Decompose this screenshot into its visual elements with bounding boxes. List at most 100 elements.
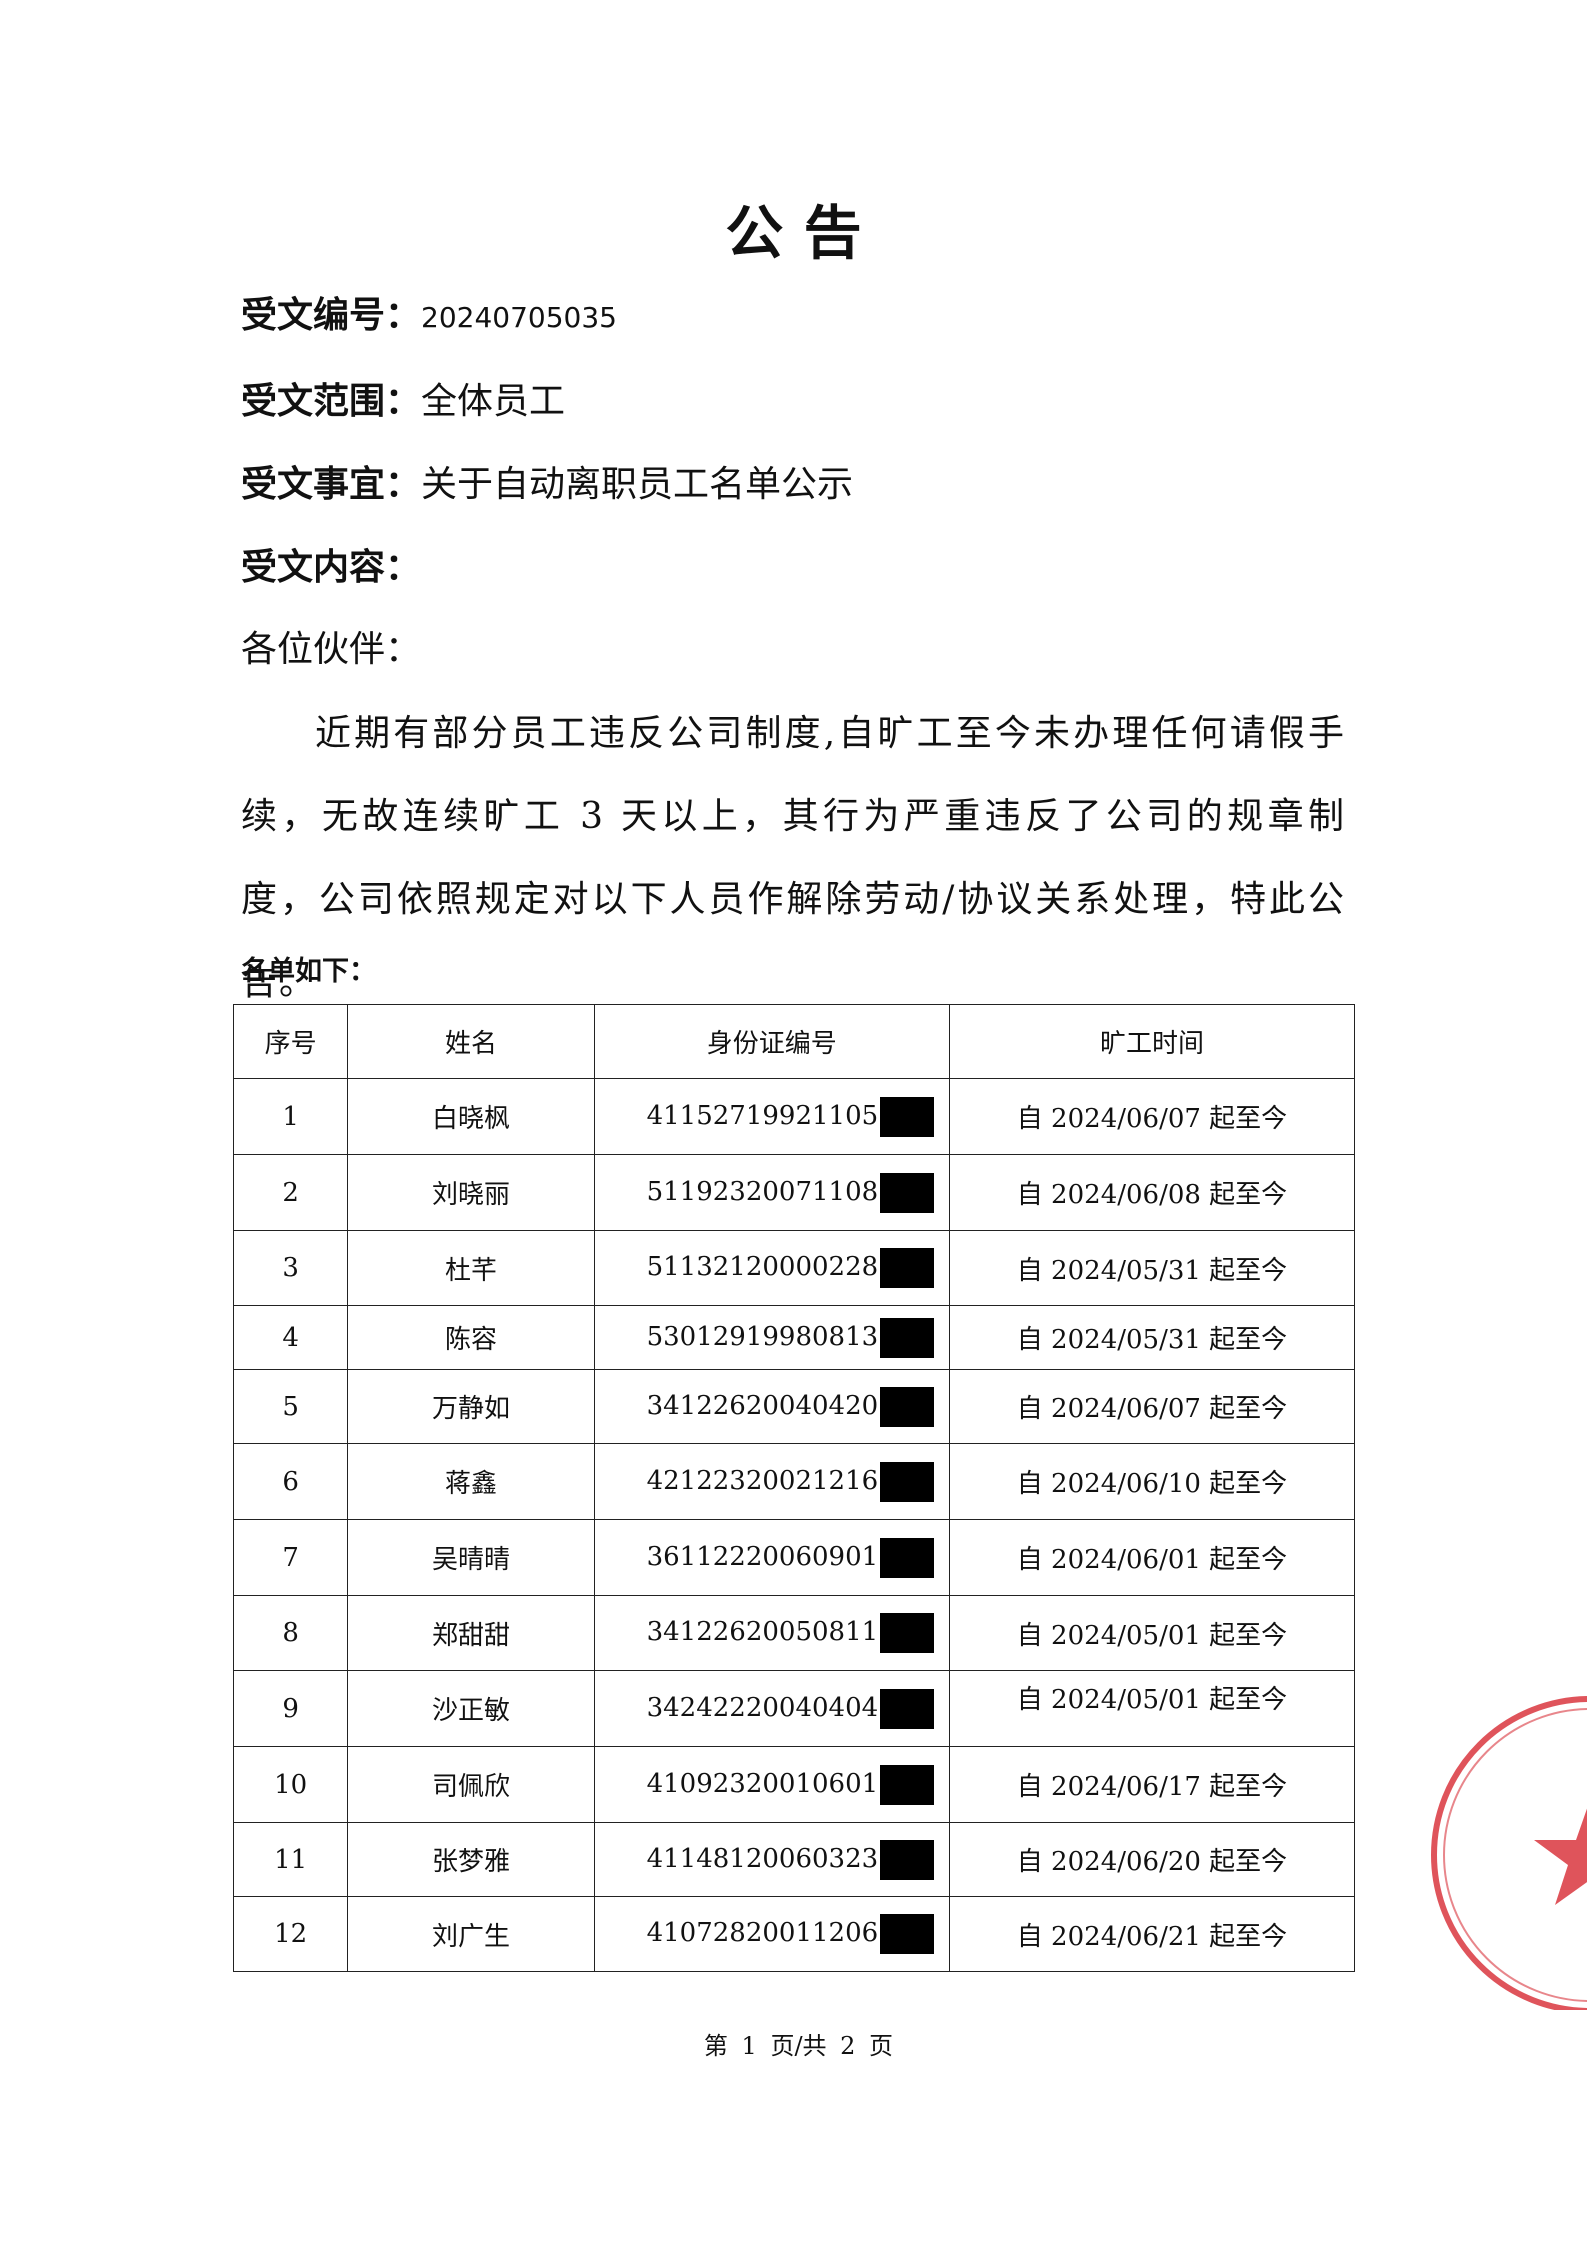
id-number: 41092320010601 bbox=[646, 1768, 879, 1799]
cell-text: 张梦雅 bbox=[431, 1847, 510, 1877]
cell: 9 bbox=[232, 1670, 349, 1747]
cell: 41092320010601 bbox=[593, 1746, 951, 1823]
cell-text: 白晓枫 bbox=[431, 1104, 510, 1134]
cell: 自 2024/06/17 起至今 bbox=[949, 1746, 1355, 1823]
redaction bbox=[880, 1096, 935, 1137]
cell-text: 沙正敏 bbox=[431, 1696, 510, 1726]
field: 受文事宜：关于自动离职员工名单公示 bbox=[241, 462, 853, 507]
cell-text: 自 2024/06/17 起至今 bbox=[1016, 1772, 1288, 1802]
field-value: 关于自动离职员工名单公示 bbox=[421, 464, 854, 505]
redaction bbox=[880, 1688, 935, 1729]
id-number: 34242220040404 bbox=[646, 1692, 879, 1723]
id-number: 51132120000228 bbox=[646, 1252, 879, 1282]
id-number: 34122620040420 bbox=[646, 1390, 879, 1421]
id-number: 36112220060901 bbox=[646, 1541, 879, 1572]
cell-text: 2 bbox=[282, 1177, 299, 1208]
cell-text: 自 2024/06/08 起至今 bbox=[1016, 1180, 1288, 1210]
cell-text: 8 bbox=[282, 1618, 299, 1648]
cell: 刘晓丽 bbox=[347, 1154, 595, 1231]
cell: 自 2024/05/31 起至今 bbox=[949, 1230, 1355, 1306]
cell: 张梦雅 bbox=[347, 1822, 595, 1897]
field: 受文编号：20240705035 bbox=[241, 293, 617, 340]
redaction bbox=[880, 1172, 935, 1213]
header-cell: 旷工时间 bbox=[949, 1004, 1355, 1079]
table: 序号 姓名 身份证编号 旷工时间 1 白晓枫 41152719921105 自 2024/06… bbox=[232, 1004, 1355, 1972]
cell-text: 万静如 bbox=[431, 1394, 510, 1424]
cell: 7 bbox=[232, 1519, 349, 1596]
field: 受文内容： bbox=[241, 545, 421, 590]
id-number: 42122320021216 bbox=[646, 1465, 879, 1496]
row: 6 蒋鑫 42122320021216 自 2024/06/10 起至今 bbox=[232, 1443, 1355, 1520]
header-cell: 序号 bbox=[232, 1004, 349, 1079]
cell: 5 bbox=[232, 1369, 349, 1444]
cell: 吴晴晴 bbox=[347, 1519, 595, 1596]
cell-text: 司佩欣 bbox=[431, 1772, 510, 1802]
cell: 51192320071108 bbox=[593, 1154, 951, 1231]
cell: 自 2024/05/01 起至今 bbox=[949, 1670, 1355, 1747]
cell-text: 自 2024/05/01 起至今 bbox=[1016, 1620, 1288, 1651]
stamp bbox=[1431, 1696, 1587, 2010]
redaction bbox=[880, 1839, 935, 1880]
list-heading: 名单如下： bbox=[241, 956, 376, 987]
redaction bbox=[880, 1248, 935, 1288]
cell: 34122620040420 bbox=[593, 1369, 951, 1444]
cell: 自 2024/06/07 起至今 bbox=[949, 1078, 1355, 1155]
row: 3 杜芊 51132120000228 自 2024/05/31 起至今 bbox=[232, 1230, 1355, 1306]
redaction bbox=[880, 1914, 935, 1954]
cell-text: 自 2024/06/07 起至今 bbox=[1016, 1104, 1288, 1134]
field: 受文范围：全体员工 bbox=[241, 379, 565, 424]
cell: 蒋鑫 bbox=[347, 1443, 595, 1520]
cell: 51132120000228 bbox=[593, 1230, 951, 1306]
id-number: 34122620050811 bbox=[646, 1617, 879, 1647]
row: 7 吴晴晴 36112220060901 自 2024/06/01 起至今 bbox=[232, 1519, 1355, 1596]
cell-text: 6 bbox=[282, 1466, 299, 1497]
cell: 41072820011206 bbox=[593, 1896, 951, 1972]
redaction bbox=[880, 1537, 935, 1578]
cell: 41148120060323 bbox=[593, 1822, 951, 1897]
redaction bbox=[880, 1461, 935, 1502]
redaction bbox=[880, 1764, 935, 1805]
cell: 自 2024/05/01 起至今 bbox=[949, 1595, 1355, 1671]
cell-text: 3 bbox=[282, 1253, 299, 1283]
field-label: 受文编号： bbox=[241, 294, 422, 336]
cell: 自 2024/06/10 起至今 bbox=[949, 1443, 1355, 1520]
id-number: 53012919980813 bbox=[646, 1321, 879, 1352]
cell-text: 自 2024/06/21 起至今 bbox=[1016, 1921, 1288, 1952]
cell-text: 自 2024/05/31 起至今 bbox=[1016, 1325, 1288, 1355]
cell: 8 bbox=[232, 1595, 349, 1671]
redaction bbox=[880, 1386, 935, 1427]
cell: 司佩欣 bbox=[347, 1746, 595, 1823]
cell: 3 bbox=[232, 1230, 349, 1306]
id-number: 41152719921105 bbox=[646, 1100, 879, 1131]
cell: 自 2024/05/31 起至今 bbox=[949, 1305, 1355, 1370]
cell-text: 杜芊 bbox=[444, 1255, 497, 1286]
body-text: 近期有部分员工违反公司制度,自旷工至今未办理任何请假手续，无故连续旷工 3 天以… bbox=[241, 713, 1346, 1003]
cell-text: 9 bbox=[282, 1693, 299, 1724]
cell: 1 bbox=[232, 1078, 349, 1155]
cell-text: 12 bbox=[274, 1919, 308, 1949]
cell: 4 bbox=[232, 1305, 349, 1370]
field-value: 全体员工 bbox=[421, 381, 566, 422]
redaction bbox=[880, 1613, 935, 1653]
row: 1 白晓枫 41152719921105 自 2024/06/07 起至今 bbox=[232, 1078, 1355, 1155]
cell-text: 自 2024/06/10 起至今 bbox=[1016, 1469, 1288, 1499]
cell: 36112220060901 bbox=[593, 1519, 951, 1596]
greeting: 各位伙伴： bbox=[241, 629, 422, 670]
field-label: 受文事宜： bbox=[241, 463, 422, 505]
cell-text: 自 2024/06/07 起至今 bbox=[1016, 1394, 1288, 1424]
field-value: 20240705035 bbox=[421, 301, 617, 334]
cell: 白晓枫 bbox=[347, 1078, 595, 1155]
id-number: 41148120060323 bbox=[646, 1843, 879, 1874]
cell: 自 2024/06/07 起至今 bbox=[949, 1369, 1355, 1444]
row: 2 刘晓丽 51192320071108 自 2024/06/08 起至今 bbox=[232, 1154, 1355, 1231]
row: 4 陈容 53012919980813 自 2024/05/31 起至今 bbox=[232, 1305, 1355, 1370]
cell: 自 2024/06/08 起至今 bbox=[949, 1154, 1355, 1231]
cell-text: 吴晴晴 bbox=[431, 1545, 510, 1575]
title: 公 告 bbox=[725, 199, 862, 267]
cell-text: 自 2024/06/01 起至今 bbox=[1016, 1545, 1288, 1575]
row: 12 刘广生 41072820011206 自 2024/06/21 起至今 bbox=[232, 1896, 1355, 1972]
cell-text: 蒋鑫 bbox=[444, 1469, 497, 1499]
field-label: 受文范围： bbox=[241, 380, 422, 422]
cell-text: 1 bbox=[282, 1101, 299, 1132]
